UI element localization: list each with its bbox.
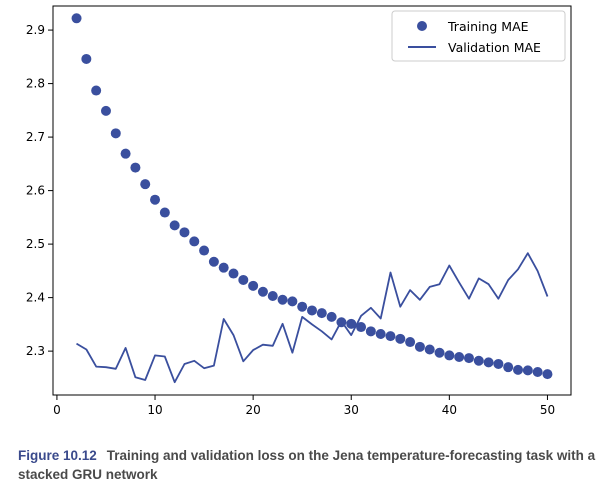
training-mae-point xyxy=(483,357,494,368)
training-mae-point xyxy=(179,227,190,238)
training-mae-point xyxy=(326,311,337,322)
training-mae-point xyxy=(91,85,102,96)
legend-validation-label: Validation MAE xyxy=(448,40,541,55)
training-mae-point xyxy=(267,291,278,302)
plot-frame xyxy=(52,5,572,396)
training-mae-point xyxy=(493,358,504,369)
training-mae-point xyxy=(375,329,386,340)
training-mae-point xyxy=(110,128,121,139)
training-mae-point xyxy=(463,353,474,364)
y-axis: 2.3 2.4 2.5 2.6 2.7 2.8 2.9 xyxy=(26,23,53,358)
training-mae-point xyxy=(189,236,200,247)
legend-training-marker xyxy=(417,21,427,31)
training-mae-point xyxy=(503,362,514,373)
training-mae-point xyxy=(444,350,455,361)
training-mae-point xyxy=(405,337,416,348)
training-mae-point xyxy=(297,301,308,312)
x-tick-label: 30 xyxy=(344,403,359,417)
y-tick-label: 2.5 xyxy=(26,237,45,251)
x-tick-label: 0 xyxy=(53,403,61,417)
training-mae-point xyxy=(287,296,298,307)
training-mae-point xyxy=(208,256,219,267)
training-mae-point xyxy=(238,274,249,285)
training-mae-point xyxy=(316,308,327,319)
training-mae-point xyxy=(307,305,317,316)
training-mae-point xyxy=(513,364,524,375)
training-mae-point xyxy=(140,179,151,190)
validation-mae-line xyxy=(76,252,549,384)
training-mae-point xyxy=(522,365,533,376)
y-tick-label: 2.9 xyxy=(26,23,45,37)
training-mae-point xyxy=(395,333,406,344)
x-axis: 0 10 20 30 40 50 xyxy=(53,395,555,417)
y-tick-label: 2.3 xyxy=(26,344,45,358)
training-mae-point xyxy=(81,53,92,64)
figure-label: Figure 10.12 xyxy=(18,448,97,463)
training-mae-point xyxy=(228,268,239,279)
y-tick-label: 2.6 xyxy=(26,184,45,198)
training-mae-point xyxy=(356,322,367,333)
legend-training-label: Training MAE xyxy=(447,19,529,34)
figure-caption: Figure 10.12 Training and validation loss… xyxy=(18,446,598,484)
training-series xyxy=(71,13,553,380)
chart: 0 10 20 30 40 50 2.3 2.4 2.5 2.6 2.7 2.8 2.9 Traini… xyxy=(26,5,572,417)
training-mae-point xyxy=(248,280,259,291)
training-mae-point xyxy=(336,317,347,328)
training-mae-point xyxy=(385,331,396,342)
validation-series xyxy=(76,252,549,384)
x-tick-label: 50 xyxy=(540,403,555,417)
training-mae-point xyxy=(424,344,435,355)
training-mae-point xyxy=(150,194,161,205)
x-tick-label: 10 xyxy=(147,403,162,417)
y-tick-label: 2.4 xyxy=(26,291,45,305)
training-mae-point xyxy=(120,148,131,159)
training-mae-point xyxy=(199,245,210,256)
training-mae-point xyxy=(473,355,484,366)
training-mae-point xyxy=(71,13,82,24)
training-mae-point xyxy=(346,318,357,329)
training-mae-point xyxy=(532,366,543,377)
x-tick-label: 40 xyxy=(442,403,457,417)
training-mae-point xyxy=(100,105,111,116)
training-mae-point xyxy=(169,220,180,231)
training-mae-point xyxy=(218,262,229,273)
training-mae-point xyxy=(414,341,425,352)
training-mae-point xyxy=(542,369,553,380)
y-tick-label: 2.8 xyxy=(26,77,45,91)
training-mae-point xyxy=(277,294,288,305)
legend-box xyxy=(391,10,566,62)
training-mae-point xyxy=(159,207,170,218)
training-mae-point xyxy=(130,162,141,173)
y-tick-label: 2.7 xyxy=(26,130,45,144)
training-mae-point xyxy=(257,286,268,297)
training-mae-point xyxy=(454,352,465,363)
caption-text: Training and validation loss on the Jena… xyxy=(18,448,596,482)
legend: Training MAE Validation MAE xyxy=(391,10,566,62)
x-tick-label: 20 xyxy=(245,403,260,417)
training-mae-point xyxy=(365,326,376,337)
training-mae-point xyxy=(434,347,445,358)
